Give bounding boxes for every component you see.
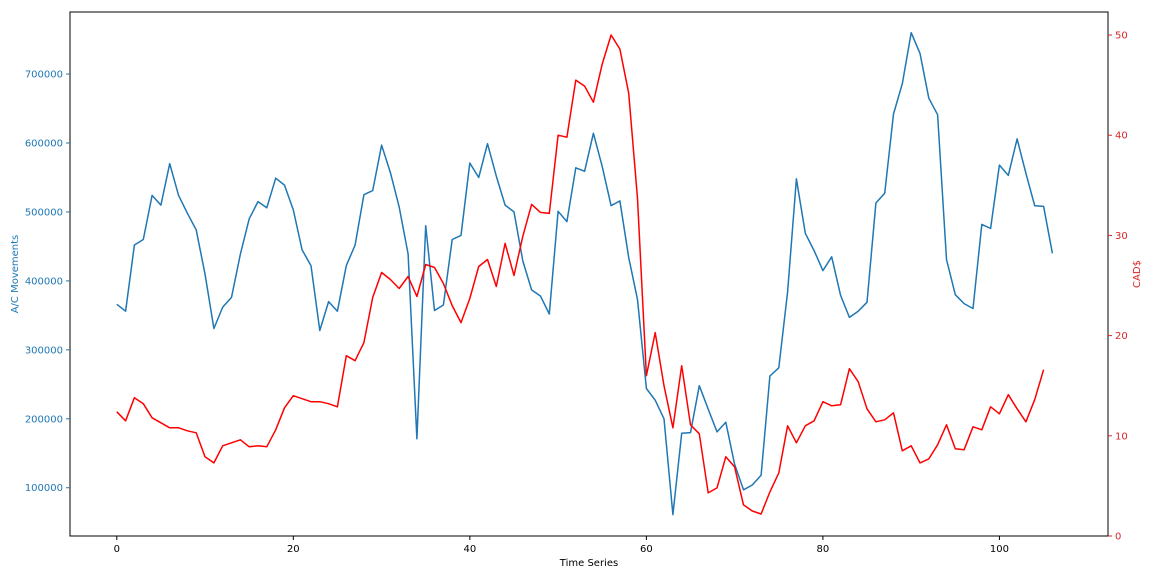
series-line-movements xyxy=(116,31,1054,516)
x-axis-label: Time Series xyxy=(559,558,618,569)
y-axis-left-label: A/C Movements xyxy=(10,235,21,314)
y-right-tick-label: 30 xyxy=(1115,231,1128,242)
y-right-tick-label: 0 xyxy=(1115,532,1121,543)
y-left-tick-label: 200000 xyxy=(25,414,63,425)
x-tick-label: 40 xyxy=(463,544,476,555)
y-right-tick-label: 10 xyxy=(1115,431,1128,442)
y-right-tick-label: 20 xyxy=(1115,331,1128,342)
x-tick-label: 20 xyxy=(287,544,300,555)
y-right-tick-label: 50 xyxy=(1115,31,1128,42)
y-right-tick-label: 40 xyxy=(1115,131,1128,142)
x-tick-label: 100 xyxy=(990,544,1009,555)
series-layer xyxy=(116,31,1054,516)
y-left-tick-label: 300000 xyxy=(25,345,63,356)
axes-layer: 0 20 40 60 80 1001000002000003000004000005000… xyxy=(25,11,1128,555)
y-axis-right-label: CAD$ xyxy=(1132,260,1143,288)
x-tick-label: 60 xyxy=(640,544,653,555)
y-left-tick-label: 100000 xyxy=(25,483,63,494)
series-line-cad xyxy=(116,34,1045,515)
y-left-tick-label: 400000 xyxy=(25,276,63,287)
x-tick-label: 0 xyxy=(114,544,120,555)
x-tick-label: 80 xyxy=(817,544,830,555)
y-left-tick-label: 700000 xyxy=(25,70,63,81)
y-left-tick-label: 600000 xyxy=(25,139,63,150)
plot-frame xyxy=(69,11,1109,537)
y-left-tick-label: 500000 xyxy=(25,207,63,218)
